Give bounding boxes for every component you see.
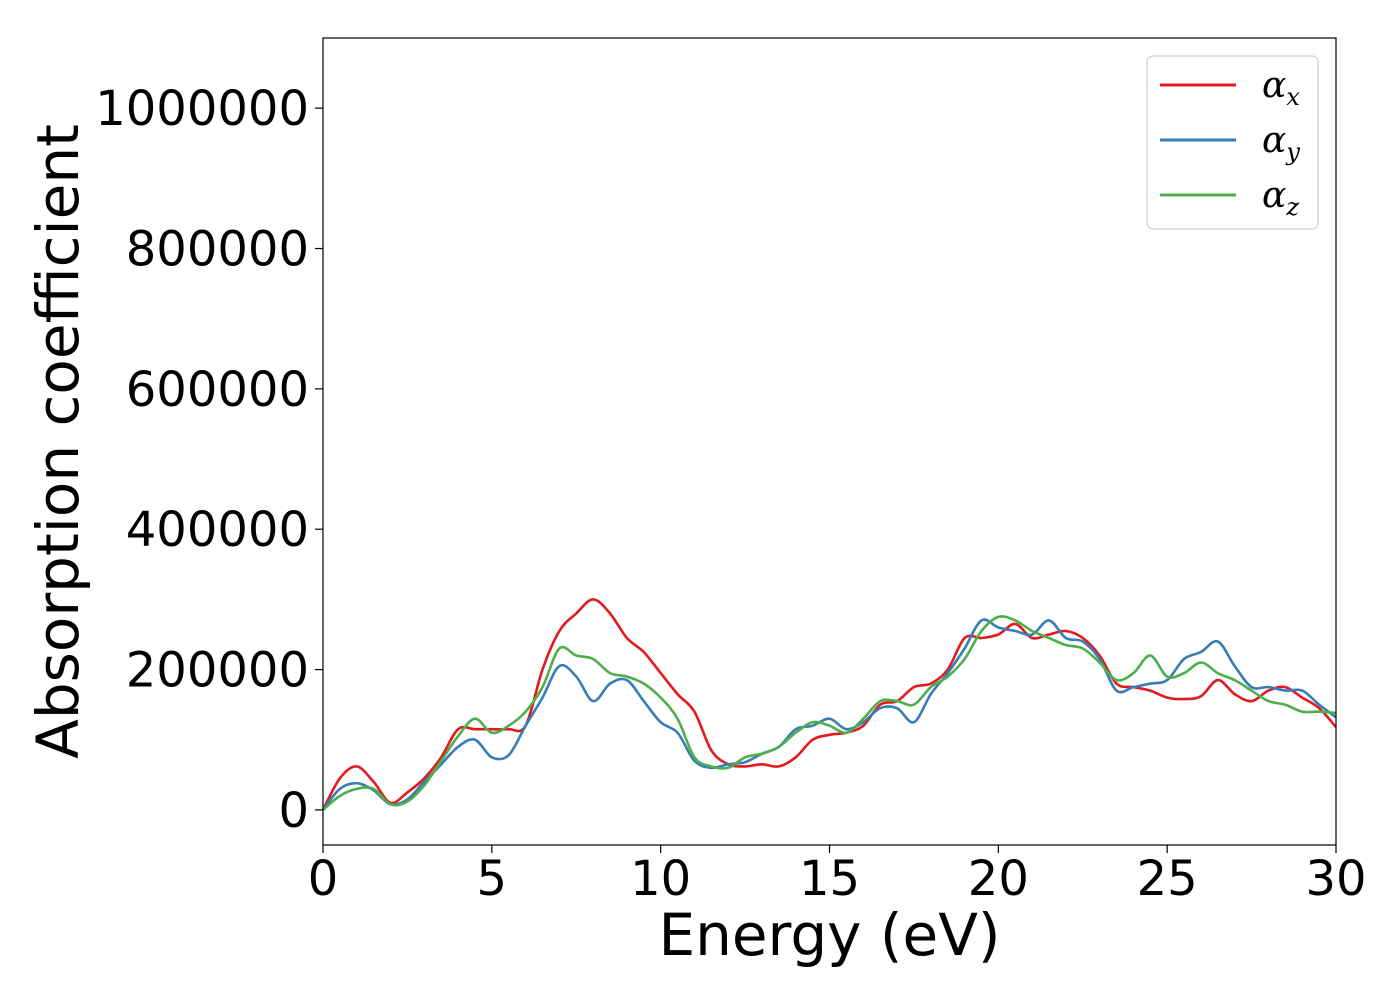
- x-tick-label: 20: [968, 851, 1029, 907]
- series-line-z: [322, 615, 1337, 811]
- x-tick-label: 0: [308, 851, 339, 907]
- x-tick-label: 30: [1305, 851, 1366, 907]
- y-tick-label: 0: [278, 783, 309, 839]
- y-tick-label: 1000000: [95, 81, 309, 137]
- x-tick-label: 5: [477, 851, 508, 907]
- y-tick-label: 200000: [126, 643, 309, 699]
- legend-label-x: αx: [1262, 65, 1300, 111]
- series-lines: [321, 598, 1337, 811]
- y-axis-ticks: 0 200000 400000 600000 800000 1000000: [95, 81, 323, 839]
- legend-label-y: αy: [1262, 120, 1300, 166]
- x-tick-label: 15: [799, 851, 860, 907]
- series-line-x: [321, 598, 1337, 811]
- y-axis-title: Absorption coefficient: [24, 124, 92, 759]
- x-axis-title: Energy (eV): [658, 901, 1000, 969]
- y-tick-label: 800000: [126, 222, 309, 278]
- legend: αx αy αz: [1146, 55, 1319, 230]
- x-axis-ticks: 0 5 10 15 20 25 30: [308, 845, 1367, 907]
- series-line-y: [321, 618, 1337, 811]
- y-tick-label: 400000: [126, 502, 309, 558]
- legend-label-z: αz: [1262, 175, 1299, 221]
- legend-box: [1146, 55, 1319, 230]
- x-tick-label: 10: [630, 851, 691, 907]
- y-tick-label: 600000: [126, 362, 309, 418]
- x-tick-label: 25: [1137, 851, 1198, 907]
